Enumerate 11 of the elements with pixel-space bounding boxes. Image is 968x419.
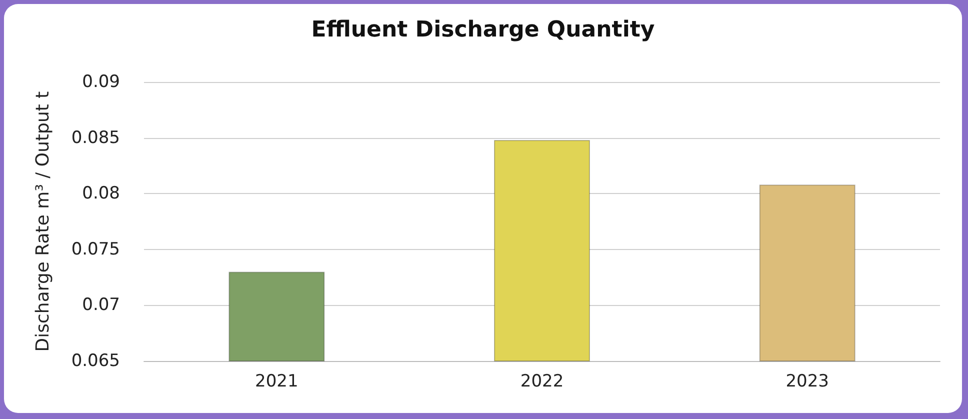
y-tick-label: 0.07 (82, 295, 120, 316)
y-tick-label: 0.075 (71, 239, 120, 260)
y-tick-label: 0.065 (71, 351, 120, 371)
y-axis-title: Discharge Rate m³ / Output t (32, 91, 54, 352)
y-tick-label: 0.09 (82, 72, 120, 92)
x-tick-label: 2023 (786, 372, 829, 392)
y-tick-label: 0.085 (71, 128, 120, 148)
y-tick-label: 0.08 (82, 184, 120, 204)
x-tick-label: 2022 (520, 372, 564, 392)
x-tick-label: 2021 (255, 372, 298, 392)
chart-title: Effluent Discharge Quantity (311, 18, 655, 42)
